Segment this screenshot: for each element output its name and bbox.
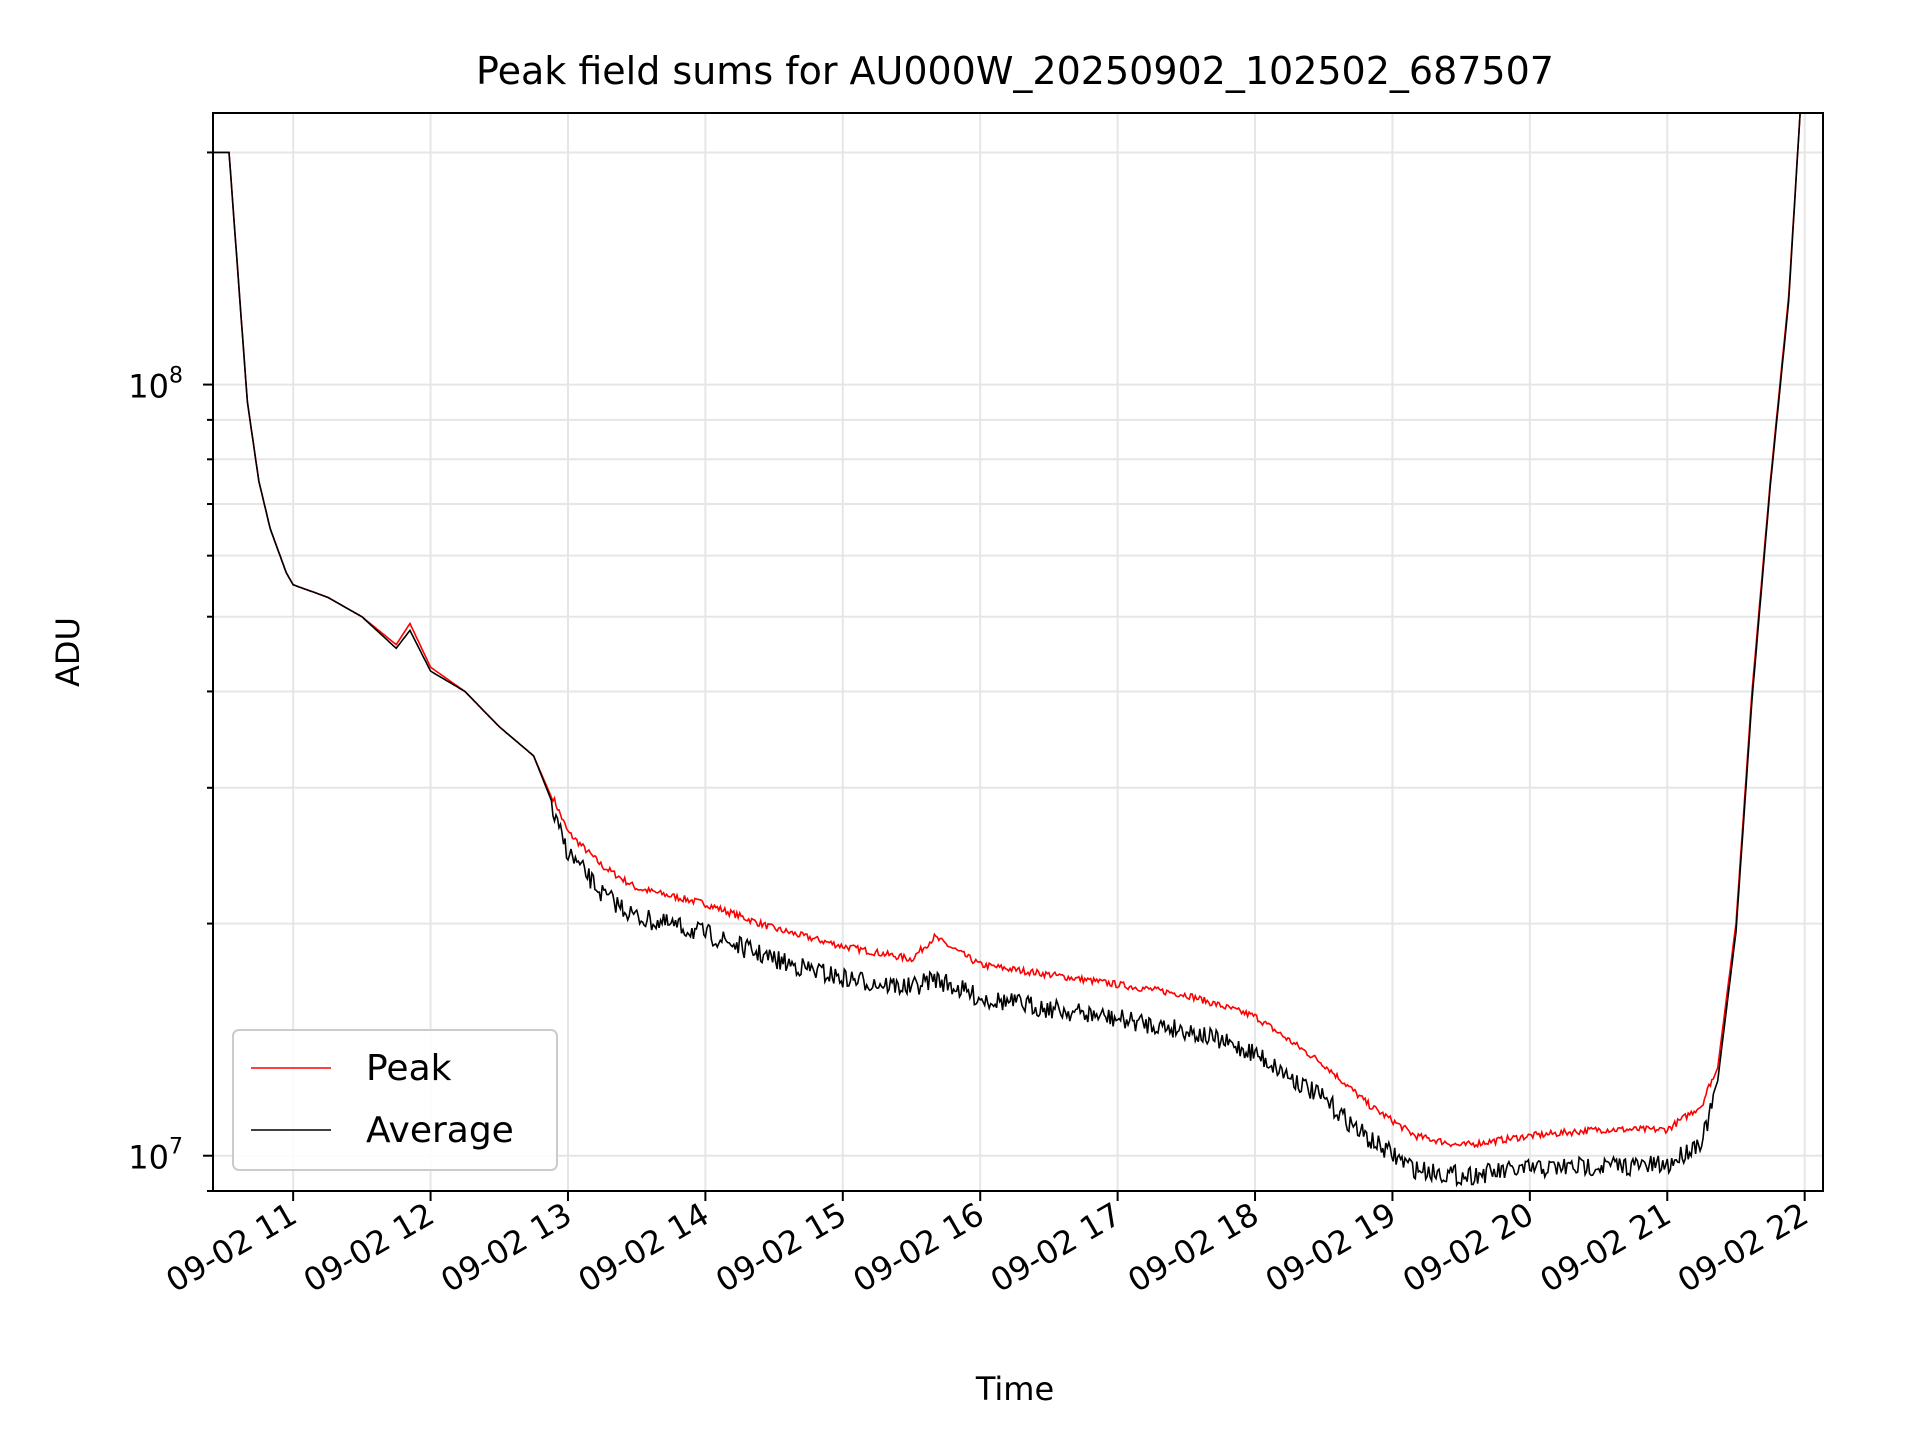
x-axis-label: Time [975,1370,1054,1408]
chart-title: Peak field sums for AU000W_20250902_1025… [476,49,1554,93]
y-tick-label-exponent: 7 [169,1135,183,1160]
series-line-average [213,113,1801,1188]
legend: Peak Average [232,1029,558,1171]
y-tick-label-exponent: 8 [169,364,183,389]
y-tick-label-base: 10 [128,368,169,406]
y-tick-label: 107 [128,1135,183,1177]
y-axis-label: ADU [49,617,87,687]
y-tick-label-base: 10 [128,1139,169,1177]
y-tick-label: 108 [128,364,183,406]
legend-box [232,1029,558,1171]
legend-label-average: Average [366,1110,514,1151]
series-layer [213,113,1801,1188]
grid [213,113,1823,1192]
plot-frame [212,112,1824,1192]
legend-label-peak: Peak [366,1048,452,1089]
